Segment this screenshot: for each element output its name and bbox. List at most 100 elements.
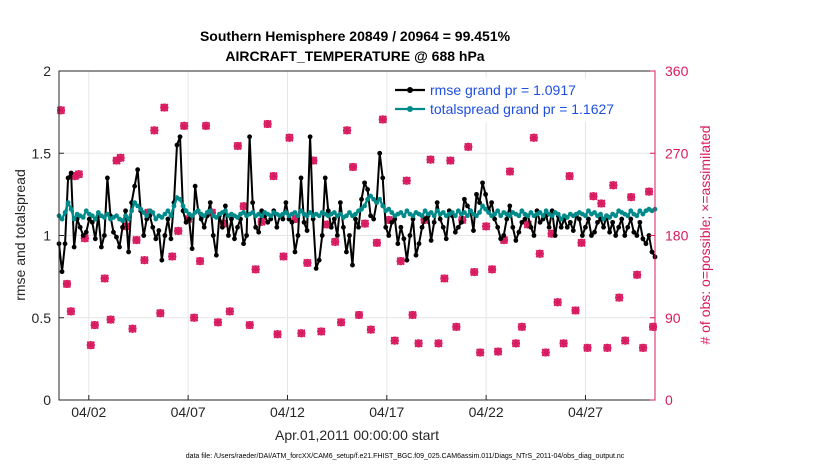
rmse-point bbox=[117, 244, 122, 250]
obs-point bbox=[481, 222, 491, 231]
obs-point bbox=[156, 309, 165, 318]
y-tick-label: 2 bbox=[43, 63, 51, 79]
totalspread-point bbox=[171, 203, 177, 209]
rmse-point bbox=[579, 233, 585, 238]
rmse-point bbox=[123, 208, 128, 214]
obs-point bbox=[464, 142, 473, 151]
totalspread-point bbox=[525, 213, 531, 219]
obs-point bbox=[434, 339, 443, 348]
obs-assimilated-marker bbox=[62, 279, 72, 289]
obs-point bbox=[577, 238, 586, 247]
rmse-point bbox=[334, 233, 340, 238]
rmse-point bbox=[531, 233, 537, 238]
obs-assimilated-marker bbox=[297, 329, 306, 338]
obs-point bbox=[621, 336, 630, 345]
totalspread-point bbox=[283, 210, 289, 215]
rmse-point bbox=[637, 219, 643, 225]
obs-point bbox=[553, 298, 562, 307]
totalspread-point bbox=[101, 215, 107, 220]
totalspread-point bbox=[401, 213, 407, 219]
y-tick-right-label: 270 bbox=[665, 145, 689, 161]
totalspread-point bbox=[398, 210, 404, 215]
rmse-point bbox=[111, 229, 116, 235]
obs-assimilated-marker bbox=[90, 320, 99, 330]
obs-point bbox=[446, 156, 455, 165]
obs-point bbox=[251, 265, 260, 274]
rmse-point bbox=[174, 142, 180, 148]
obs-point bbox=[408, 310, 417, 320]
rmse-point bbox=[477, 200, 482, 206]
rmse-point bbox=[567, 219, 573, 225]
rmse-point bbox=[168, 236, 174, 242]
totalspread-point bbox=[207, 208, 213, 214]
rmse-point bbox=[105, 175, 110, 181]
rmse-point bbox=[226, 233, 231, 238]
totalspread-point bbox=[307, 210, 313, 215]
obs-assimilated-marker bbox=[156, 309, 165, 318]
obs-assimilated-marker bbox=[140, 256, 149, 265]
x-axis-ticks: 04/02 04/07 04/12 04/17 04/22 04/27 bbox=[71, 395, 603, 420]
rmse-point bbox=[141, 233, 147, 238]
totalspread-point bbox=[440, 210, 446, 215]
obs-point bbox=[372, 238, 382, 247]
rmse-point bbox=[344, 249, 349, 255]
obs-point bbox=[86, 341, 95, 350]
totalspread-point bbox=[235, 215, 240, 220]
rmse-point bbox=[583, 224, 588, 230]
obs-point bbox=[440, 274, 449, 283]
rmse-point bbox=[68, 170, 74, 176]
rmse-point bbox=[377, 150, 383, 156]
rmse-point bbox=[443, 236, 449, 242]
x-tick-label: 04/02 bbox=[71, 404, 106, 420]
obs-assimilated-marker bbox=[239, 202, 248, 211]
obs-point bbox=[150, 126, 159, 135]
obs-assimilated-marker bbox=[476, 348, 485, 357]
rmse-point bbox=[89, 219, 95, 225]
obs-point bbox=[493, 347, 503, 356]
totalspread-point bbox=[83, 208, 89, 214]
rmse-point bbox=[631, 229, 637, 235]
rmse-point bbox=[389, 219, 395, 225]
rmse-point bbox=[359, 196, 364, 202]
totalspread-point bbox=[120, 218, 125, 224]
obs-assimilated-marker bbox=[535, 249, 544, 258]
obs-assimilated-marker bbox=[609, 181, 618, 190]
totalspread-point bbox=[371, 196, 377, 202]
totalspread-point bbox=[422, 208, 428, 214]
rmse-point bbox=[437, 216, 443, 222]
totalspread-point bbox=[292, 210, 298, 215]
rmse-point bbox=[198, 216, 204, 222]
obs-assimilated-marker bbox=[571, 306, 580, 315]
obs-assimilated-marker bbox=[348, 162, 358, 172]
rmse-point bbox=[431, 219, 437, 225]
obs-assimilated-marker bbox=[80, 234, 89, 243]
rmse-point bbox=[292, 249, 298, 255]
rmse-point bbox=[589, 233, 594, 238]
totalspread-point bbox=[637, 208, 643, 214]
rmse-point bbox=[495, 224, 501, 230]
obs-assimilated-marker bbox=[487, 265, 497, 274]
obs-assimilated-marker bbox=[285, 133, 294, 142]
rmse-point bbox=[331, 216, 337, 222]
totalspread-point bbox=[628, 208, 634, 214]
obs-point bbox=[317, 327, 326, 336]
rmse-point bbox=[483, 191, 488, 197]
obs-assimilated-marker bbox=[56, 106, 66, 115]
rmse-point bbox=[462, 196, 467, 202]
rmse-point bbox=[610, 219, 616, 225]
obs-point bbox=[303, 258, 312, 268]
rmse-point bbox=[622, 233, 628, 238]
y-tick-label: 0 bbox=[43, 392, 51, 408]
totalspread-point bbox=[555, 211, 561, 217]
obs-point bbox=[90, 320, 99, 330]
rmse-point bbox=[392, 216, 398, 222]
obs-point bbox=[74, 170, 84, 179]
obs-assimilated-marker bbox=[336, 318, 346, 327]
rmse-point bbox=[340, 224, 346, 230]
totalspread-point bbox=[452, 213, 458, 219]
obs-assimilated-marker bbox=[470, 267, 479, 277]
totalspread-point bbox=[586, 208, 591, 214]
rmse-point bbox=[570, 228, 576, 233]
rmse-point bbox=[576, 216, 582, 222]
rmse-point bbox=[516, 229, 522, 235]
